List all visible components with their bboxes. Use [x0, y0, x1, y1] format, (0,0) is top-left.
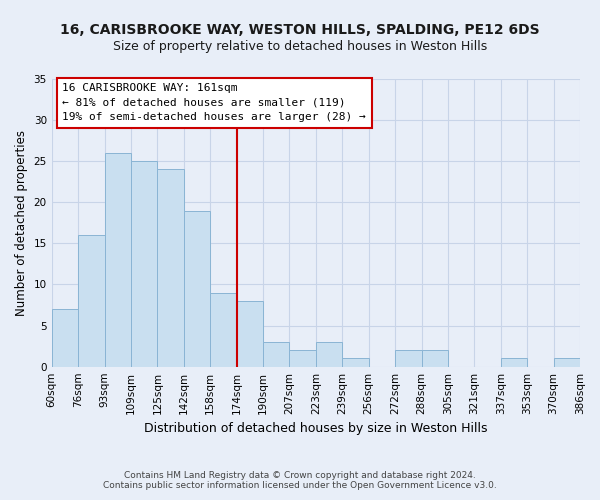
Bar — [184, 210, 210, 366]
Bar — [210, 292, 236, 366]
Bar — [554, 358, 580, 366]
Text: 16 CARISBROOKE WAY: 161sqm
← 81% of detached houses are smaller (119)
19% of sem: 16 CARISBROOKE WAY: 161sqm ← 81% of deta… — [62, 84, 366, 122]
Bar — [104, 153, 131, 366]
Text: Contains HM Land Registry data © Crown copyright and database right 2024.: Contains HM Land Registry data © Crown c… — [124, 471, 476, 480]
Bar — [236, 301, 263, 366]
Text: Size of property relative to detached houses in Weston Hills: Size of property relative to detached ho… — [113, 40, 487, 53]
Bar — [131, 161, 157, 366]
Bar — [342, 358, 368, 366]
Bar — [289, 350, 316, 366]
Text: Contains public sector information licensed under the Open Government Licence v3: Contains public sector information licen… — [103, 481, 497, 490]
Bar — [157, 170, 184, 366]
Bar — [263, 342, 289, 366]
Bar — [395, 350, 421, 366]
Text: 16, CARISBROOKE WAY, WESTON HILLS, SPALDING, PE12 6DS: 16, CARISBROOKE WAY, WESTON HILLS, SPALD… — [60, 22, 540, 36]
Bar — [421, 350, 448, 366]
Bar — [316, 342, 342, 366]
Bar — [501, 358, 527, 366]
Bar — [78, 235, 104, 366]
Bar — [52, 309, 78, 366]
X-axis label: Distribution of detached houses by size in Weston Hills: Distribution of detached houses by size … — [144, 422, 488, 435]
Y-axis label: Number of detached properties: Number of detached properties — [15, 130, 28, 316]
